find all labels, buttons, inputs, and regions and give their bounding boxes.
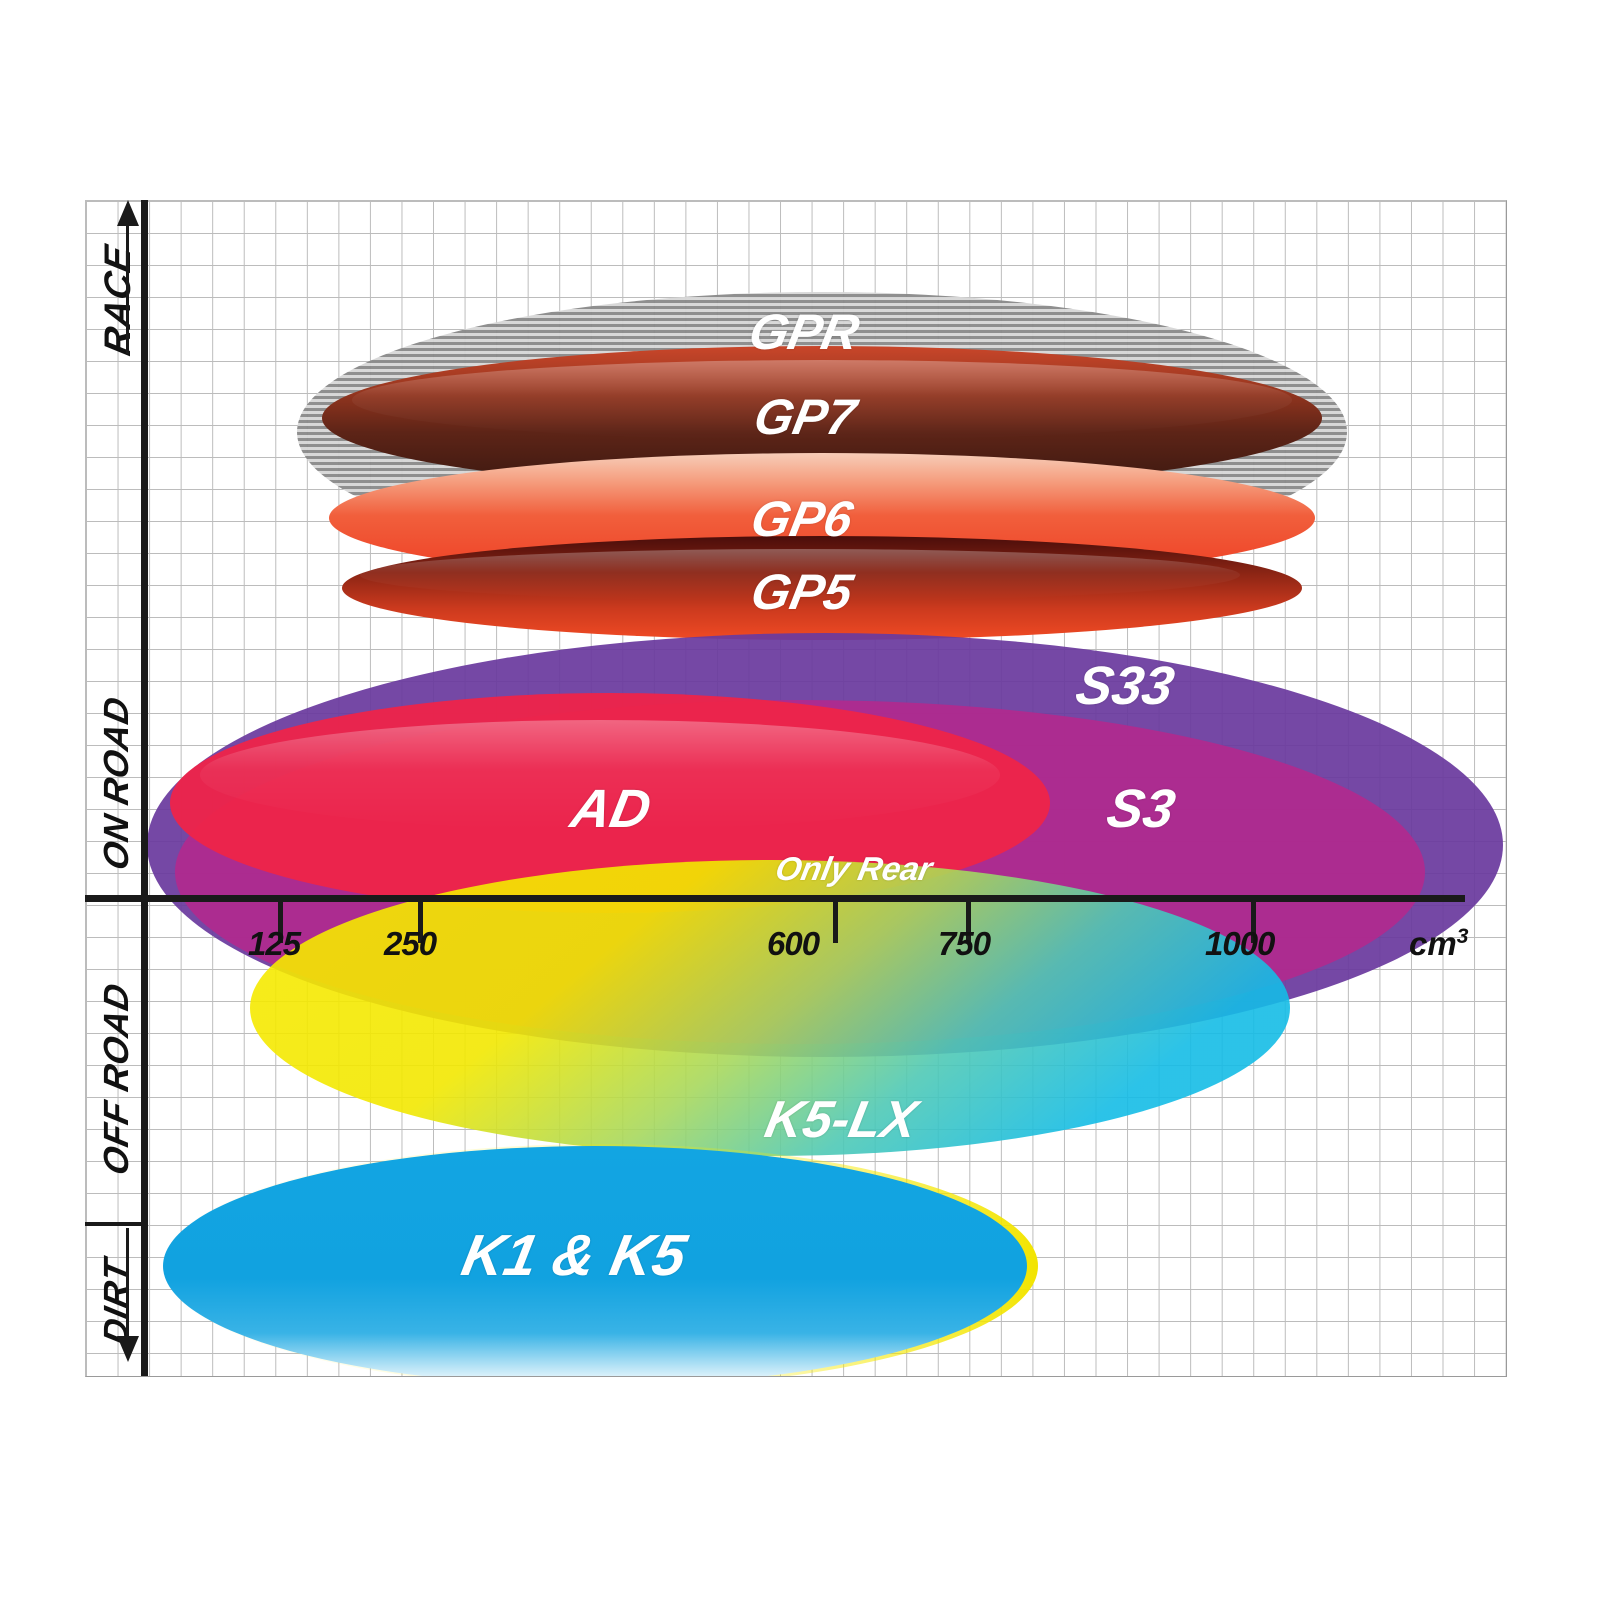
bubble-label-gp7: GP7 (749, 389, 861, 445)
bubble-label-gpr: GPR (744, 304, 864, 360)
x-tick-label-250: 250 (384, 925, 437, 962)
y-band-label-onroad: ON ROAD (97, 692, 136, 874)
unit-exponent: 3 (1456, 925, 1469, 948)
x-tick-125 (278, 899, 283, 943)
race-arrow-head (117, 200, 139, 226)
x-axis-unit-label: cm3 (1409, 925, 1468, 963)
x-tick-600 (833, 899, 838, 943)
bubble-ad-sheen (200, 720, 1000, 830)
unit-text: cm (1409, 925, 1457, 962)
bubble-label-gp5: GP5 (746, 564, 858, 620)
x-tick-250 (418, 899, 423, 943)
race-arrow-line (126, 222, 129, 354)
bubble-label-k5lx: K5-LX (760, 1091, 922, 1149)
y-band-label-offroad: OFF ROAD (97, 979, 136, 1179)
x-tick-label-600: 600 (767, 925, 820, 962)
dirt-divider (85, 1222, 145, 1226)
bubble-gp7-sheen (352, 360, 1292, 440)
x-tick-750 (966, 899, 971, 943)
x-tick-1000 (1251, 899, 1256, 943)
bubble-label-k1k5: K1 & K5 (456, 1223, 692, 1288)
bubble-k1k5 (163, 1146, 1027, 1376)
x-tick-label-750: 750 (938, 925, 991, 962)
bubble-label-only-rear: Only Rear (772, 850, 936, 887)
y-axis-line (141, 200, 148, 1376)
bubble-k5lx (250, 860, 1290, 1156)
y-band-label-race: RACE (97, 241, 138, 359)
bubble-label-s33: S33 (1071, 656, 1179, 716)
x-tick-label-1000: 1000 (1205, 925, 1275, 962)
band-divider (85, 896, 145, 902)
x-axis-line (85, 895, 1465, 902)
bubble-gp5-sheen (360, 549, 1240, 601)
bubble-label-s3: S3 (1102, 779, 1180, 839)
y-band-label-dirt: DIRT (97, 1254, 136, 1349)
bubble-label-ad: AD (566, 779, 656, 839)
bubble-label-gp6: GP6 (746, 491, 858, 547)
dirt-arrow-head (117, 1336, 139, 1362)
x-tick-label-125: 125 (248, 925, 301, 962)
dirt-arrow-line (126, 1228, 129, 1343)
